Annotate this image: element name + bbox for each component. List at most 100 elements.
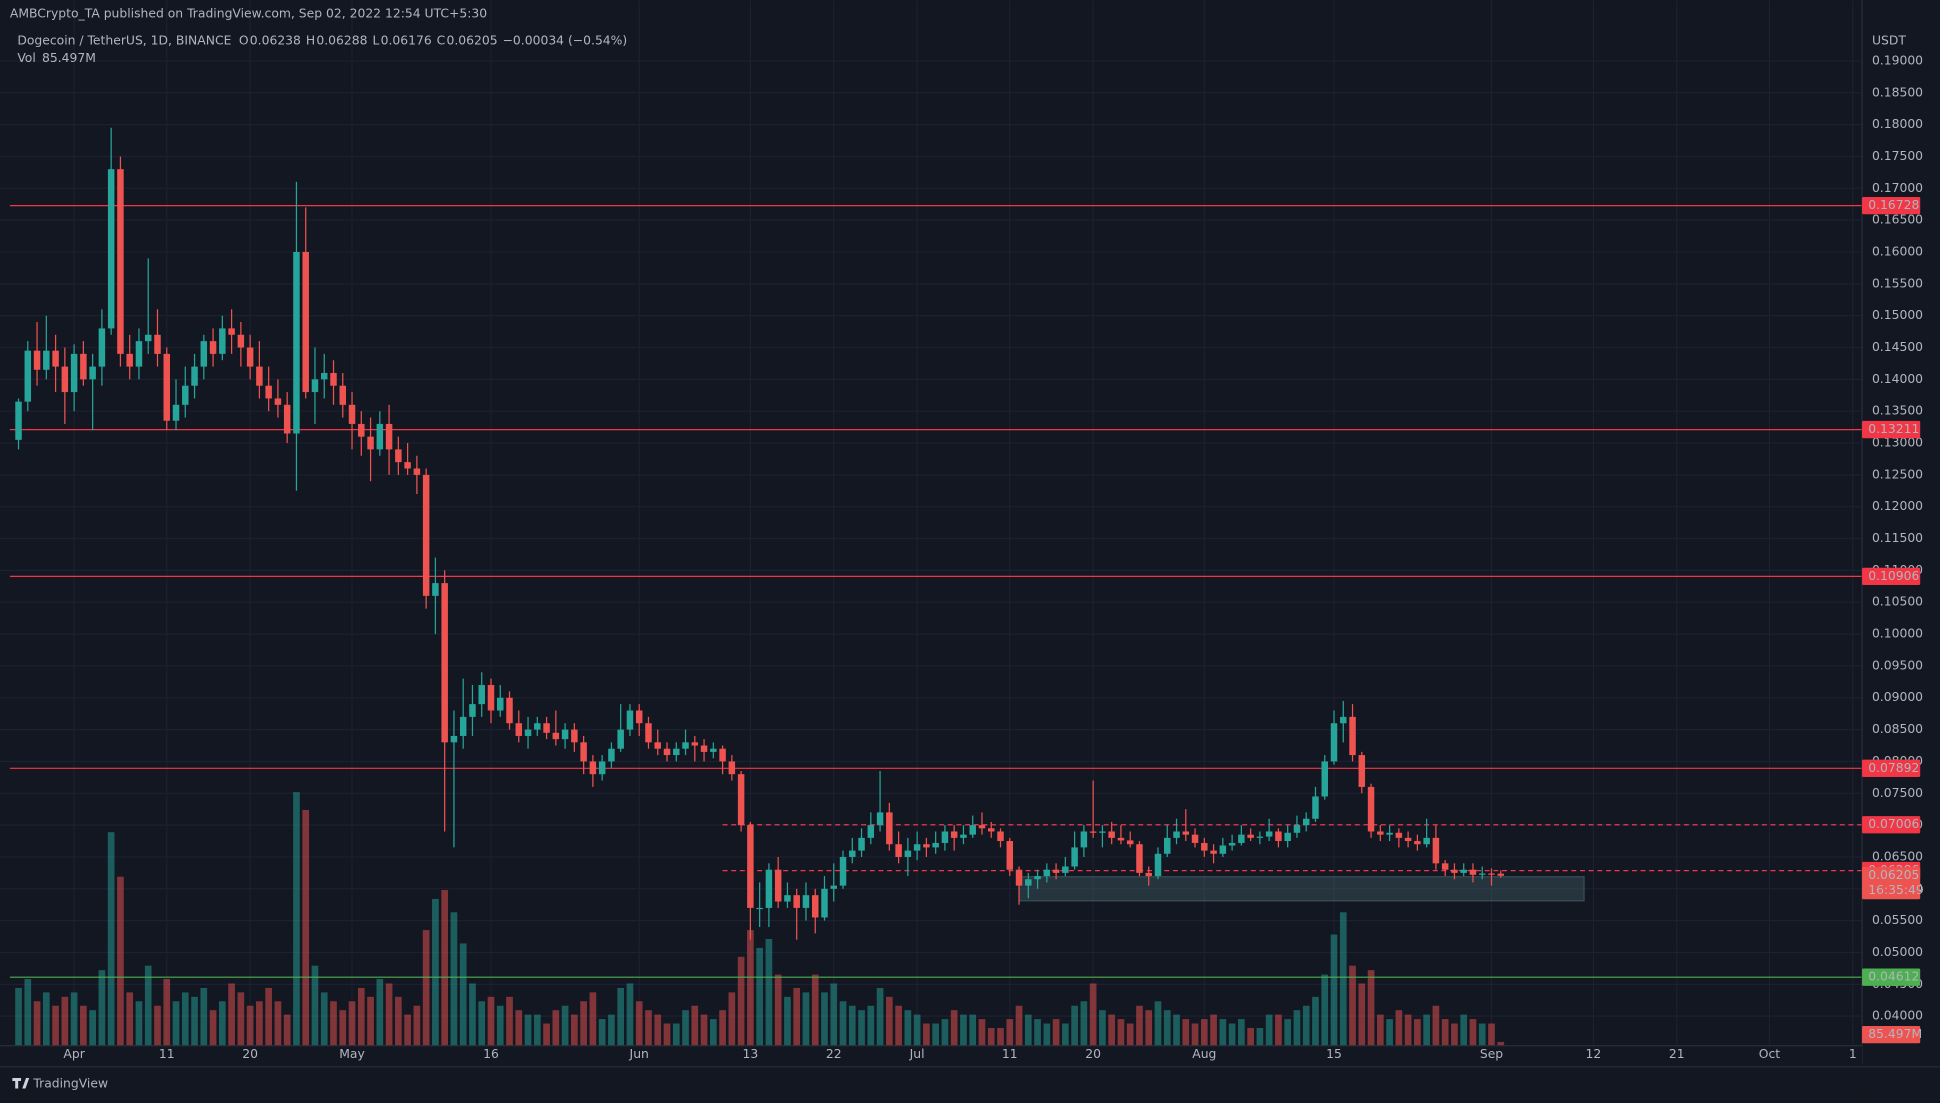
volume-bar	[422, 930, 430, 1046]
x-tick-label: 15	[1326, 1047, 1342, 1061]
level-price-tag: 0.13211	[1868, 422, 1919, 436]
candle-body	[635, 710, 643, 724]
volume-bar	[506, 996, 513, 1046]
y-tick-label: 0.18500	[1872, 85, 1923, 99]
volume-bar	[367, 996, 374, 1046]
y-tick-label: 0.10500	[1872, 595, 1923, 609]
volume-bar	[533, 1014, 541, 1046]
volume-bar	[1451, 1023, 1458, 1046]
volume-bar	[580, 1001, 587, 1046]
candle-body	[52, 350, 59, 367]
candle-body	[589, 761, 597, 775]
candle-body	[265, 385, 272, 399]
ohlc-value: 0.06176	[381, 34, 432, 48]
candle-body	[543, 723, 550, 733]
y-tick-label: 0.12000	[1872, 499, 1923, 513]
candle-body	[1099, 831, 1106, 833]
volume-bar	[1404, 1014, 1412, 1046]
volume-bar	[348, 1001, 356, 1046]
volume-bar	[1238, 1019, 1245, 1046]
candle-body	[895, 844, 902, 857]
candle-body	[923, 844, 930, 848]
candle-body	[645, 723, 652, 743]
volume-bar	[737, 956, 745, 1046]
candle-body	[154, 334, 161, 354]
volume-bar	[728, 992, 736, 1046]
volume-bar	[1043, 1023, 1051, 1046]
candle-body	[1228, 842, 1236, 846]
candle-body	[1201, 842, 1208, 851]
volume-bar	[265, 987, 272, 1046]
volume-bar	[876, 987, 884, 1046]
volume-bar	[1275, 1014, 1282, 1046]
volume-bar	[1024, 1014, 1032, 1046]
volume-bar	[154, 1005, 161, 1046]
x-tick-label: Aug	[1192, 1047, 1216, 1061]
volume-bar	[848, 1005, 856, 1046]
volume-bar	[478, 1001, 486, 1046]
level-price-tag-bg	[1862, 420, 1921, 439]
countdown: 16:35:49	[1868, 883, 1924, 897]
candle-body	[561, 729, 569, 740]
candle-body	[200, 341, 208, 367]
volume-bar	[1247, 1027, 1254, 1046]
volume-bar	[1117, 1019, 1125, 1046]
volume-bar	[441, 890, 449, 1046]
candle-body	[515, 723, 523, 736]
volume-bar	[200, 987, 208, 1046]
y-tick-label: 0.14500	[1872, 340, 1923, 354]
y-tick-label: 0.11500	[1872, 531, 1923, 545]
candle-body	[191, 366, 198, 386]
candle-body	[1469, 869, 1477, 875]
volume-bar	[524, 1014, 532, 1046]
candle-body	[98, 328, 106, 367]
candle-body	[756, 907, 763, 910]
volume-bar	[1015, 1005, 1023, 1046]
candle-body	[691, 742, 699, 746]
price-axis	[1862, 0, 1940, 1103]
ohlc-key: C	[437, 34, 446, 48]
candle-body	[1238, 834, 1245, 843]
candle-body	[1173, 831, 1180, 838]
candle-body	[237, 334, 245, 348]
y-tick-label: 0.13000	[1872, 436, 1923, 450]
volume-tag-bg	[1862, 1025, 1921, 1044]
volume-bar	[1302, 1005, 1310, 1046]
volume-bar	[413, 1005, 421, 1046]
candle-body	[932, 842, 939, 848]
volume-bar	[357, 987, 365, 1046]
candle-body	[358, 423, 365, 437]
volume-bar	[1173, 1014, 1180, 1046]
candle-body	[1256, 836, 1264, 838]
volume-bar	[1339, 912, 1347, 1046]
candle-body	[1062, 866, 1069, 873]
candle-body	[608, 748, 615, 762]
candle-body	[849, 850, 856, 857]
volume-bar	[487, 996, 495, 1046]
candle-body	[395, 449, 402, 463]
volume-bar	[765, 938, 773, 1046]
candle-body	[1154, 853, 1162, 877]
volume-bar	[867, 1005, 875, 1046]
candle-body	[747, 825, 754, 908]
candle-body	[552, 732, 560, 740]
candle-body	[1108, 831, 1115, 838]
candle-body	[1210, 850, 1217, 854]
candle-body	[1015, 869, 1023, 886]
candle-body	[1377, 831, 1384, 835]
volume-bar	[163, 979, 171, 1046]
candle-body	[163, 353, 170, 421]
volume-bar	[237, 992, 245, 1046]
candle-body	[1451, 869, 1458, 873]
volume-bar	[395, 996, 402, 1046]
y-tick-label: 0.15000	[1872, 308, 1923, 322]
volume-bar	[858, 1010, 865, 1046]
candle-body	[117, 169, 124, 354]
candle-body	[1404, 837, 1412, 842]
volume-bar	[793, 987, 801, 1046]
volume-bar	[42, 992, 50, 1046]
candle-body	[654, 742, 661, 749]
volume-bar	[1034, 1019, 1041, 1046]
volume-bar	[24, 979, 32, 1046]
y-tick-label: 0.06500	[1872, 849, 1923, 863]
